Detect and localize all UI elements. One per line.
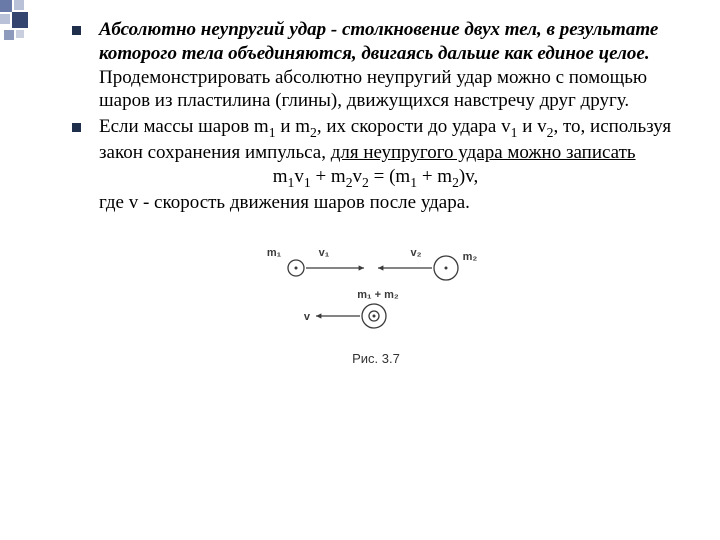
svg-text:v₂: v₂: [410, 247, 421, 259]
svg-text:m₁: m₁: [267, 247, 282, 259]
bullet-marker-icon: [72, 123, 81, 132]
svg-text:m₂: m₂: [463, 251, 478, 263]
bullet-text: Если массы шаров m1 и m2, их скорости до…: [99, 115, 680, 214]
svg-text:v₁: v₁: [319, 247, 330, 259]
corner-decoration: [0, 0, 40, 46]
svg-text:m₁ + m₂: m₁ + m₂: [357, 289, 399, 301]
collision-diagram: m₁ v₁ v₂ m₂ m₁ + m₂ v: [72, 238, 680, 343]
bullet-item: Если массы шаров m1 и m2, их скорости до…: [72, 115, 680, 214]
bullet-text: Абсолютно неупругий удар - столкновение …: [99, 18, 680, 113]
figure-caption: Рис. 3.7: [72, 351, 680, 366]
svg-text:v: v: [304, 311, 311, 323]
bullet-marker-icon: [72, 26, 81, 35]
formula: m1v1 + m2v2 = (m1 + m2)v,: [71, 165, 680, 191]
slide-content: Абсолютно неупругий удар - столкновение …: [0, 0, 720, 366]
bullet-item: Абсолютно неупругий удар - столкновение …: [72, 18, 680, 113]
